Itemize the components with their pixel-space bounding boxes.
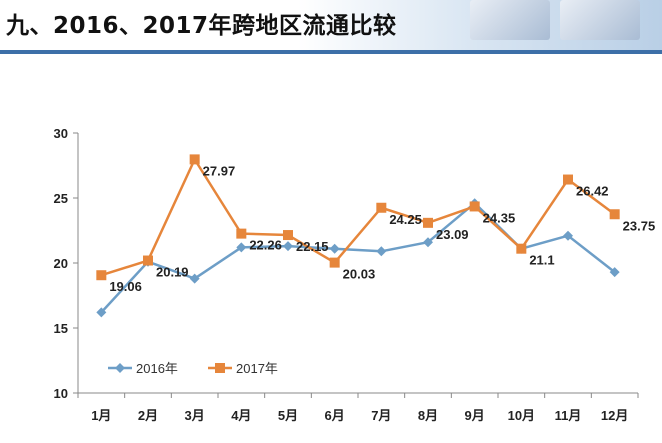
y-tick-label: 15: [54, 321, 68, 336]
data-point: [563, 174, 573, 185]
data-point: [609, 209, 620, 220]
x-tick-label: 6月: [325, 408, 345, 423]
legend-marker: [215, 363, 225, 373]
data-point: [376, 246, 387, 257]
header-decoration: [470, 0, 550, 40]
data-point: [236, 242, 247, 253]
data-point: [96, 307, 107, 318]
data-label: 26.42: [576, 184, 609, 199]
x-tick-label: 2月: [138, 408, 158, 423]
data-label: 24.35: [483, 210, 516, 225]
data-point: [236, 228, 247, 239]
x-tick-label: 1月: [91, 408, 111, 423]
data-label: 23.75: [623, 218, 656, 233]
data-label: 22.15: [296, 239, 329, 254]
x-tick-label: 3月: [185, 408, 205, 423]
data-point: [423, 237, 433, 248]
series-line-2: [100, 158, 616, 277]
data-label: 22.26: [249, 238, 282, 253]
y-tick-label: 10: [54, 386, 68, 401]
data-point: [609, 267, 620, 278]
data-label: 20.03: [343, 267, 376, 282]
data-label: 21.1: [529, 253, 554, 268]
data-label: 27.97: [203, 163, 236, 178]
y-tick-label: 25: [54, 191, 68, 206]
x-tick-label: 7月: [371, 408, 391, 423]
x-tick-label: 9月: [465, 408, 485, 423]
legend-label: 2017年: [236, 361, 278, 376]
data-point: [283, 230, 293, 241]
data-label: 23.09: [436, 227, 469, 242]
y-tick-label: 20: [54, 256, 68, 271]
header-decoration: [560, 0, 640, 40]
x-tick-label: 12月: [601, 408, 628, 423]
y-tick-label: 30: [54, 126, 68, 141]
data-point: [329, 243, 340, 254]
data-point: [423, 217, 433, 228]
data-label: 24.25: [389, 212, 422, 227]
data-point: [469, 201, 480, 212]
data-point: [143, 255, 153, 266]
data-point: [189, 154, 200, 165]
x-tick-label: 10月: [508, 408, 535, 423]
header-divider: [0, 50, 662, 54]
series-line-1: [100, 201, 616, 314]
x-tick-label: 4月: [231, 408, 251, 423]
data-point: [329, 257, 340, 268]
data-label: 19.06: [109, 279, 142, 294]
legend-label: 2016年: [136, 361, 178, 376]
x-tick-label: 8月: [418, 408, 438, 423]
data-label: 20.19: [156, 265, 189, 280]
x-tick-label: 5月: [278, 408, 298, 423]
data-point: [563, 230, 573, 241]
data-point: [189, 273, 200, 284]
data-point: [516, 243, 527, 254]
page-title: 九、2016、2017年跨地区流通比较: [6, 13, 397, 39]
x-tick-label: 11月: [555, 408, 582, 423]
data-point: [96, 270, 107, 281]
header-banner: 九、2016、2017年跨地区流通比较: [0, 0, 662, 50]
data-point: [283, 241, 293, 252]
data-point: [376, 202, 387, 213]
legend-marker: [115, 363, 125, 373]
